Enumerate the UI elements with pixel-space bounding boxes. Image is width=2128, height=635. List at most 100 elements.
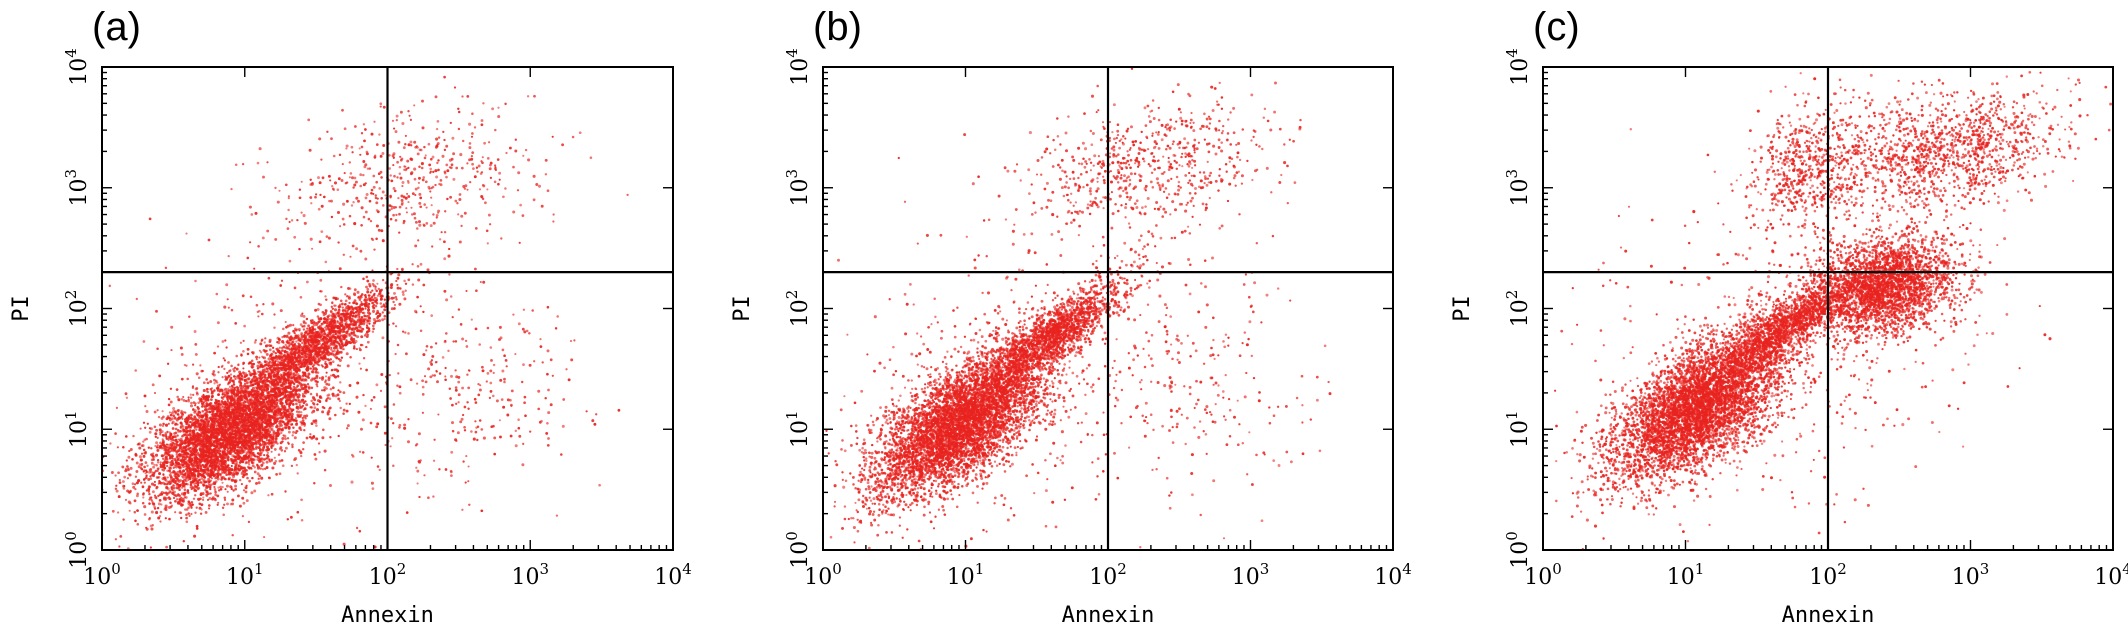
data-point (158, 423, 162, 427)
data-point (284, 426, 287, 430)
data-point (162, 476, 166, 480)
data-point (121, 465, 125, 469)
data-point (228, 385, 232, 389)
data-point (240, 432, 244, 437)
data-point (336, 393, 340, 397)
data-point (177, 398, 181, 402)
data-point (239, 341, 243, 344)
data-point (187, 396, 190, 399)
data-point (225, 465, 229, 469)
data-point (156, 448, 160, 452)
data-point (246, 347, 250, 351)
data-point (349, 355, 352, 359)
data-point (357, 410, 361, 414)
data-point (256, 455, 259, 458)
data-point (162, 491, 166, 495)
data-point (185, 434, 188, 437)
data-point (271, 466, 275, 470)
data-point (192, 497, 196, 500)
data-point (167, 453, 171, 457)
data-point (202, 449, 205, 452)
data-point (273, 406, 276, 409)
data-point (216, 457, 220, 461)
data-point (270, 403, 274, 407)
data-point (235, 405, 238, 408)
data-point (177, 448, 180, 452)
data-point (259, 467, 262, 470)
data-point (270, 389, 273, 393)
data-point (121, 480, 125, 483)
data-point (295, 410, 299, 413)
panel-label: (a) (92, 5, 141, 49)
data-point (230, 487, 233, 491)
data-point (207, 504, 211, 507)
data-point (248, 450, 252, 454)
data-point (251, 476, 254, 480)
data-point (164, 491, 168, 495)
data-point (263, 467, 267, 471)
data-point (245, 443, 249, 447)
data-point (220, 476, 224, 480)
data-point (175, 388, 179, 391)
data-point (143, 465, 146, 469)
data-point (275, 473, 278, 476)
data-point (342, 412, 345, 415)
data-point (296, 406, 299, 409)
data-point (211, 394, 214, 398)
data-point (195, 387, 199, 390)
data-point (153, 471, 156, 474)
data-point (223, 462, 227, 465)
data-point (206, 467, 209, 470)
data-point (167, 397, 171, 401)
data-point (157, 415, 161, 419)
data-point (223, 445, 227, 448)
data-point (230, 464, 233, 468)
data-point (348, 384, 352, 387)
data-point (214, 476, 218, 480)
data-point (224, 387, 228, 391)
data-point (306, 327, 309, 330)
data-point (295, 419, 298, 422)
data-point (223, 400, 227, 403)
data-point (269, 344, 273, 348)
data-point (143, 394, 147, 398)
data-point (176, 428, 180, 432)
data-point (345, 352, 349, 356)
data-point (261, 461, 265, 465)
data-point (323, 388, 326, 392)
data-point (185, 513, 188, 516)
data-point (229, 432, 232, 436)
data-point (280, 431, 283, 435)
data-point (173, 432, 176, 435)
data-point (205, 419, 209, 422)
data-point (171, 427, 175, 430)
data-point (201, 403, 204, 406)
data-point (229, 444, 232, 447)
data-point (310, 399, 313, 403)
data-point (208, 507, 211, 510)
data-point (153, 483, 157, 487)
data-point (261, 468, 265, 471)
data-point (174, 410, 177, 414)
data-point (242, 371, 246, 375)
data-point (176, 473, 179, 477)
data-point (197, 438, 200, 441)
data-point (232, 397, 236, 401)
data-point (150, 510, 154, 514)
data-point (271, 425, 274, 428)
data-point (187, 398, 190, 401)
data-point (300, 405, 304, 409)
data-point (263, 440, 266, 444)
data-point (211, 435, 215, 439)
data-point (257, 481, 261, 485)
data-point (199, 473, 203, 477)
data-point (284, 320, 287, 324)
data-point (286, 441, 290, 444)
data-point (259, 351, 263, 354)
data-point (316, 385, 319, 388)
data-point (135, 470, 139, 473)
data-point (249, 448, 253, 451)
data-point (258, 349, 261, 352)
data-point (150, 482, 155, 486)
data-point (211, 496, 215, 500)
